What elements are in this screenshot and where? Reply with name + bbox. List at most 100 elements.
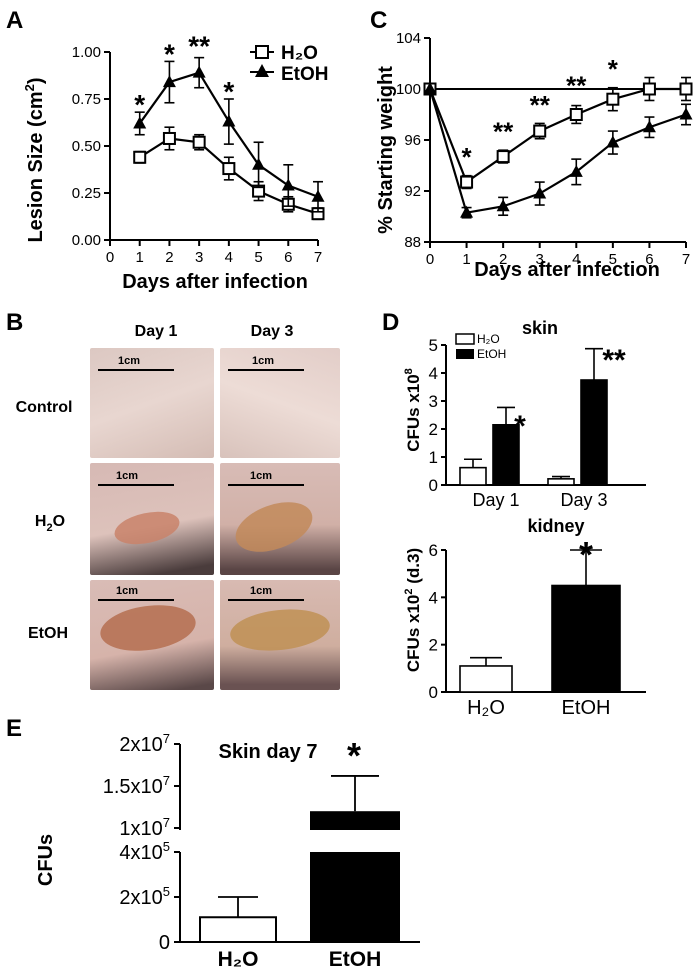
- bar-etoh: [551, 584, 621, 693]
- y-tick-label: 2: [429, 420, 438, 439]
- x-tick-label: 1: [136, 249, 144, 266]
- bar-h2o-day1: [459, 466, 487, 486]
- y-tick-label: 2x105: [119, 884, 170, 909]
- legend-etoh-swatch: [456, 349, 474, 359]
- significance-star: *: [608, 54, 619, 84]
- significance-star: **: [602, 344, 626, 377]
- bar-h2o-day3: [547, 478, 575, 486]
- legend-etoh-label: EtOH: [477, 347, 506, 361]
- y-tick-label: 1x107: [119, 815, 170, 840]
- x-tick-label: 0: [106, 249, 114, 266]
- photo-control-day3: 1cm: [220, 348, 340, 458]
- panel-letter-b: B: [6, 309, 23, 336]
- data-point-etoh: [642, 120, 656, 133]
- panel-d-kidney-title: kidney: [527, 516, 584, 536]
- photo-control-day1: 1cm: [90, 348, 214, 458]
- y-tick-label: 104: [396, 30, 421, 47]
- x-tick-label: H₂O: [467, 697, 505, 719]
- data-point-etoh: [460, 205, 474, 218]
- x-tick-label: Day 3: [560, 490, 607, 510]
- significance-star: *: [462, 142, 473, 172]
- panel-d-skin-title: skin: [522, 318, 558, 338]
- data-point-h2o: [192, 135, 206, 149]
- significance-star: **: [493, 117, 514, 147]
- data-point-etoh: [281, 178, 295, 191]
- y-tick-label: 0: [429, 683, 438, 702]
- panel-a-plot: ** ***: [133, 31, 325, 221]
- panel-letter-c: C: [370, 7, 387, 34]
- panel-b-col-day1: Day 1: [135, 323, 178, 340]
- panel-d-kidney-ylabel: CFUs x102 (d.3): [403, 548, 423, 672]
- y-tick-label: 0.75: [72, 91, 101, 108]
- scale-bar-label: 1cm: [250, 470, 273, 482]
- x-tick-label: 4: [572, 251, 580, 268]
- y-tick-label: 1.5x107: [103, 773, 170, 798]
- x-tick-label: 3: [195, 249, 203, 266]
- bar-etoh-day3: [580, 379, 608, 486]
- y-tick-label: 100: [396, 81, 421, 98]
- panel-c-xlabel: Days after infection: [474, 259, 660, 281]
- legend-h2o-swatch: [455, 333, 475, 345]
- legend-h2o-label: H₂O: [281, 43, 318, 64]
- y-tick-label: 5: [429, 336, 438, 355]
- photo-etoh-day1: 1cm: [90, 580, 214, 690]
- significance-star: *: [514, 410, 526, 443]
- legend-h2o-marker: [255, 45, 269, 59]
- data-point-h2o: [569, 108, 583, 121]
- x-tick-label: 2: [499, 251, 507, 268]
- y-tick-label: 4: [429, 364, 438, 383]
- panel-c-axes: 88 92 96 100 104 0 1 2 3 4 5 6 7: [396, 30, 690, 268]
- y-tick-label: 0.00: [72, 232, 101, 249]
- data-point-etoh: [606, 135, 620, 148]
- legend-etoh-label: EtOH: [281, 64, 329, 85]
- data-point-h2o: [533, 124, 547, 138]
- panel-c-plot: ********: [423, 54, 693, 219]
- panel-a-xlabel: Days after infection: [122, 271, 308, 293]
- y-tick-label: 0.50: [72, 138, 101, 155]
- data-point-h2o: [642, 82, 656, 96]
- y-tick-label: 0.25: [72, 185, 101, 202]
- panel-d-skin-plot: ***: [459, 344, 626, 486]
- x-tick-label: 1: [462, 251, 470, 268]
- bar-etoh-lower: [310, 852, 400, 942]
- data-point-etoh: [533, 186, 547, 199]
- panel-b-row-h2o: H2O: [35, 513, 65, 534]
- panel-d-skin-axes: 0 1 2 3 4 5 Day 1 Day 3: [429, 336, 646, 510]
- panel-letter-e: E: [6, 715, 22, 742]
- x-tick-label: 6: [284, 249, 292, 266]
- y-tick-label: 96: [404, 132, 421, 149]
- panel-b-row-control: Control: [16, 399, 73, 416]
- data-point-etoh: [311, 189, 325, 202]
- bar-etoh-day1: [492, 423, 520, 486]
- panel-letter-a: A: [6, 7, 23, 34]
- panel-b-row-etoh: EtOH: [28, 625, 68, 642]
- photo-h2o-day1: 1cm: [90, 463, 214, 575]
- data-point-etoh: [133, 116, 147, 129]
- panel-b-col-day3: Day 3: [251, 323, 294, 340]
- y-tick-label: 0: [159, 932, 170, 954]
- panel-a-axes: 0.00 0.25 0.50 0.75 1.00 0 1 2 3 4 5 6 7: [72, 44, 322, 266]
- x-tick-label: 0: [426, 251, 434, 268]
- y-tick-label: 0: [429, 476, 438, 495]
- data-point-etoh: [569, 164, 583, 177]
- panel-a-ylabel: Lesion Size (cm2): [22, 77, 47, 242]
- scale-bar-label: 1cm: [252, 355, 275, 367]
- significance-star: *: [164, 38, 175, 69]
- y-tick-label: 4x105: [119, 839, 170, 864]
- y-tick-label: 2: [429, 636, 438, 655]
- panel-c-ylabel: % Starting weight: [375, 66, 397, 234]
- panel-e-ylabel: CFUs: [35, 834, 57, 886]
- x-tick-label: H₂O: [218, 948, 259, 971]
- scale-bar-label: 1cm: [116, 470, 139, 482]
- y-tick-label: 6: [429, 541, 438, 560]
- data-point-h2o: [162, 131, 176, 145]
- data-point-etoh: [423, 82, 437, 94]
- significance-star: **: [530, 90, 551, 120]
- y-tick-label: 88: [404, 234, 421, 251]
- x-tick-label: 2: [165, 249, 173, 266]
- data-point-etoh: [679, 107, 693, 120]
- y-tick-label: 1: [429, 448, 438, 467]
- photo-etoh-day3: 1cm: [220, 580, 340, 690]
- x-tick-label: EtOH: [329, 948, 382, 971]
